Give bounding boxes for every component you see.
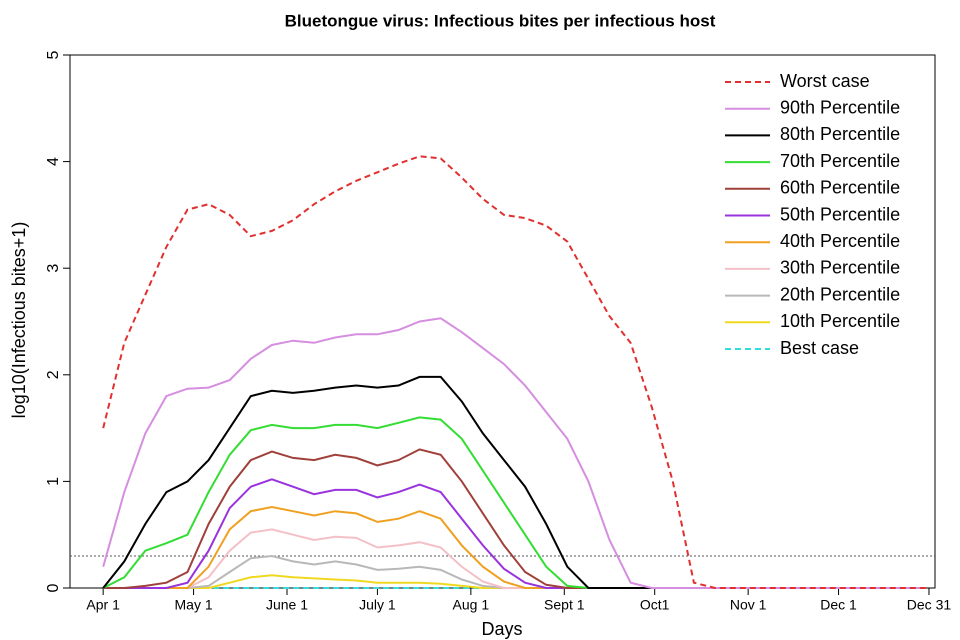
legend-label: 50th Percentile xyxy=(780,204,900,224)
legend-label: 40th Percentile xyxy=(780,231,900,251)
x-tick-label: July 1 xyxy=(359,597,396,613)
legend-label: 10th Percentile xyxy=(780,311,900,331)
y-tick-label: 2 xyxy=(45,370,62,379)
y-tick-label: 3 xyxy=(45,264,62,273)
series-line xyxy=(102,317,926,589)
legend-label: 60th Percentile xyxy=(780,178,900,198)
x-tick-label: Apr 1 xyxy=(86,597,120,613)
x-axis-label: Days xyxy=(481,619,522,639)
y-tick-label: 0 xyxy=(45,583,62,592)
chart-title: Bluetongue virus: Infectious bites per i… xyxy=(285,11,716,30)
x-tick-label: Sept 1 xyxy=(544,597,585,613)
series-line xyxy=(103,574,926,589)
legend-label: 70th Percentile xyxy=(780,151,900,171)
legend-label: 90th Percentile xyxy=(780,97,900,117)
x-tick-label: Nov 1 xyxy=(730,597,767,613)
legend-label: 20th Percentile xyxy=(780,284,900,304)
x-tick-label: Dec 1 xyxy=(820,597,857,613)
y-tick-label: 5 xyxy=(45,50,62,59)
legend-label: 80th Percentile xyxy=(780,124,900,144)
legend-label: 30th Percentile xyxy=(780,258,900,278)
series-line xyxy=(102,416,926,589)
x-tick-label: Dec 31 xyxy=(907,597,952,613)
x-tick-label: May 1 xyxy=(175,597,213,613)
y-axis-label: log10(Infectious bites+1) xyxy=(9,222,29,419)
legend-label: Worst case xyxy=(780,71,870,91)
x-tick-label: Oct1 xyxy=(640,597,670,613)
x-tick-label: Aug 1 xyxy=(453,597,490,613)
legend-label: Best case xyxy=(780,338,859,358)
y-tick-label: 4 xyxy=(45,157,62,166)
x-tick-label: June 1 xyxy=(266,597,308,613)
y-tick-label: 1 xyxy=(45,477,62,486)
series-line xyxy=(102,155,926,589)
